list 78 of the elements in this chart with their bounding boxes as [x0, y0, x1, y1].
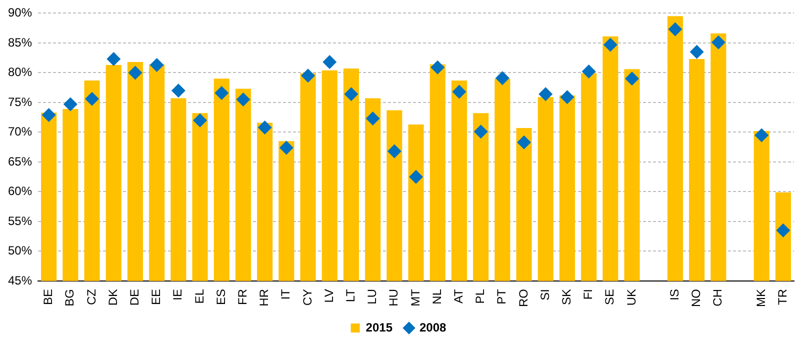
point — [214, 86, 229, 100]
point — [171, 84, 186, 98]
x-tick-label: UK — [624, 289, 638, 306]
x-tick-label: PT — [494, 288, 509, 304]
x-tick-label: AT — [452, 288, 466, 304]
x-tick-label: TR — [776, 288, 790, 305]
x-tick-label: LU — [365, 289, 380, 304]
point — [409, 170, 424, 184]
point — [538, 87, 553, 102]
point — [279, 140, 294, 155]
y-tick-label: 75% — [8, 94, 32, 109]
x-tick-label: ES — [214, 289, 228, 306]
y-tick-label: 90% — [8, 6, 32, 20]
y-tick-label: 55% — [8, 214, 32, 228]
x-tick-label: SE — [602, 289, 617, 306]
point — [474, 124, 488, 139]
point — [236, 92, 250, 106]
x-tick-label: EL — [192, 288, 206, 304]
point — [625, 72, 640, 86]
point — [452, 84, 466, 99]
legend-label: 2015 — [366, 320, 393, 334]
point — [560, 90, 574, 104]
x-tick-label: CZ — [84, 289, 98, 305]
point — [495, 71, 510, 86]
x-tick-label: SK — [560, 289, 574, 306]
point — [387, 144, 402, 158]
point — [258, 120, 272, 134]
point — [128, 66, 142, 80]
point — [322, 55, 337, 69]
x-tick-label: EE — [149, 289, 164, 306]
point — [517, 135, 532, 150]
x-tick-label: IS — [668, 289, 682, 300]
point — [668, 22, 682, 36]
x-tick-label: MK — [754, 289, 768, 307]
point — [366, 112, 380, 126]
x-tick-label: DE — [128, 289, 142, 306]
x-tick-label: DK — [106, 289, 120, 306]
point — [42, 108, 56, 122]
y-tick-label: 70% — [8, 124, 32, 139]
y-tick-label: 45% — [8, 273, 32, 288]
x-tick-label: SI — [538, 289, 552, 300]
x-tick-label: RO — [516, 289, 530, 307]
x-tick-label: LV — [322, 289, 336, 303]
y-tick-label: 80% — [8, 65, 32, 80]
x-tick-label: CY — [300, 289, 314, 306]
x-tick-label: NL — [430, 288, 444, 304]
point — [106, 52, 121, 66]
point — [63, 97, 78, 112]
x-tick-label: HR — [257, 288, 272, 306]
point — [582, 64, 596, 79]
y-tick-label: 60% — [8, 184, 32, 198]
x-tick-label: NO — [689, 289, 704, 307]
x-tick-label: PL — [473, 288, 488, 304]
point — [776, 223, 790, 238]
point — [711, 35, 726, 50]
x-tick-label: MT — [408, 288, 422, 306]
legend-label: 2008 — [420, 320, 447, 334]
point — [430, 60, 445, 74]
point — [344, 87, 358, 102]
x-tick-label: BG — [62, 289, 77, 306]
point — [603, 38, 618, 52]
y-tick-label: 85% — [8, 35, 32, 50]
point — [85, 92, 100, 106]
x-tick-label: BE — [41, 289, 56, 306]
point — [150, 58, 164, 72]
x-tick-label: FR — [236, 288, 250, 305]
point — [193, 113, 208, 128]
x-tick-label: IT — [278, 288, 293, 300]
point — [754, 128, 769, 142]
x-tick-label: IE — [170, 289, 185, 300]
x-tick-label: LT — [344, 288, 358, 302]
y-tick-label: 65% — [8, 154, 32, 168]
point — [690, 44, 704, 59]
point — [301, 68, 316, 83]
x-tick-label: CH — [710, 289, 725, 306]
x-tick-label: HU — [386, 289, 401, 306]
y-tick-label: 50% — [8, 244, 32, 258]
x-tick-label: FI — [581, 289, 596, 300]
